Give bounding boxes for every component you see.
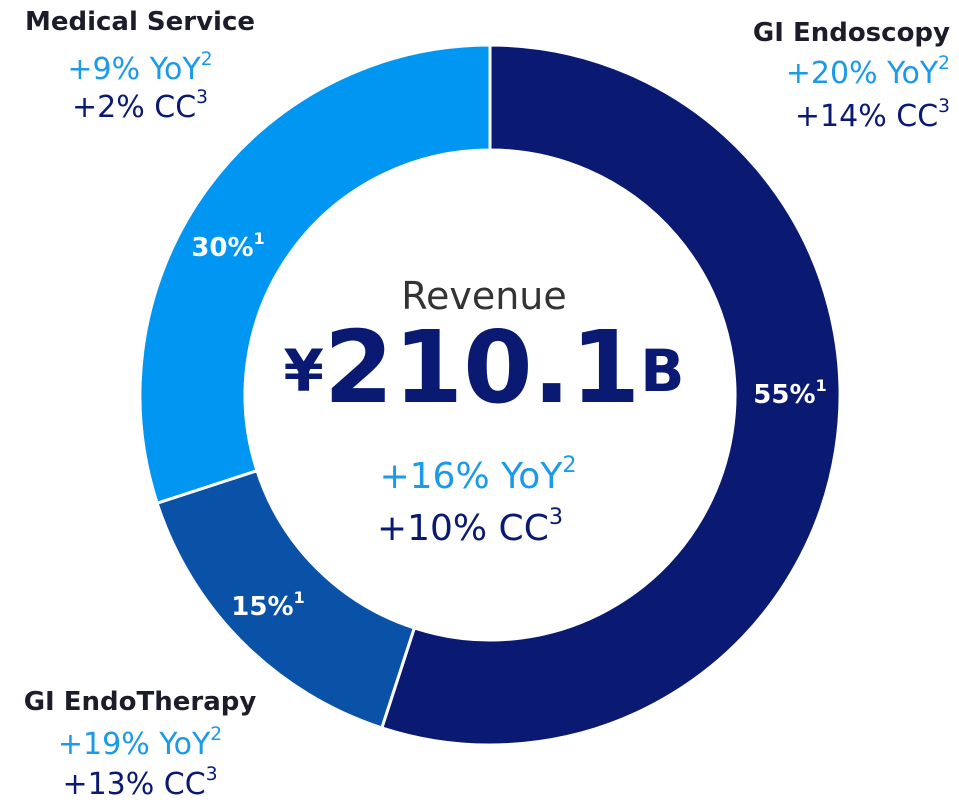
legend-label: GI Endoscopy [753,18,950,48]
center-label: Revenue [401,274,567,318]
unit: B [640,337,684,405]
footnote: 1 [816,376,827,395]
yoy: +19% YoY [58,727,211,762]
total: 210.1 [324,309,640,426]
footnote: 2 [562,452,576,478]
label: +10% CC3 [377,504,563,549]
cc: +10% CC [377,508,549,549]
label: 15%1 [231,588,304,622]
yoy: +9% YoY [67,52,201,87]
donut-segment [379,43,842,747]
label: GI EndoTherapy [24,687,257,717]
value-label: 30% [191,233,253,263]
label: +20% YoY2 [786,53,950,90]
footnote: 2 [938,53,950,74]
legend-label: Medical Service [25,7,255,37]
footnote: 2 [210,724,222,745]
label: +13% CC3 [62,764,217,801]
label: +2% CC3 [72,87,208,124]
footnote: 3 [549,504,563,530]
donut-segment [138,43,492,506]
label: +19% YoY2 [58,724,222,761]
label: Revenue [401,274,567,318]
footnote: 1 [254,229,265,248]
cc: +14% CC [795,99,938,134]
cc: +13% CC [62,767,205,802]
legend-label: GI EndoTherapy [24,687,257,717]
value-label: 15% [231,592,293,622]
yoy: +20% YoY [786,56,939,91]
label: ¥210.1B [284,309,685,426]
label: +9% YoY2 [67,49,212,86]
footnote: 1 [294,588,305,607]
footnote: 2 [201,49,213,70]
label: GI Endoscopy [753,18,950,48]
footnote: 3 [206,764,218,785]
yoy: +16% YoY [379,456,563,497]
label: 30%1 [191,229,264,263]
value-label: 55% [753,380,815,410]
label: Medical Service [25,7,255,37]
cc: +2% CC [72,90,196,125]
label: +16% YoY2 [379,452,576,497]
label: +14% CC3 [795,96,950,133]
footnote: 3 [196,87,208,108]
currency: ¥ [284,337,324,405]
footnote: 3 [938,96,950,117]
label: 55%1 [753,376,826,410]
